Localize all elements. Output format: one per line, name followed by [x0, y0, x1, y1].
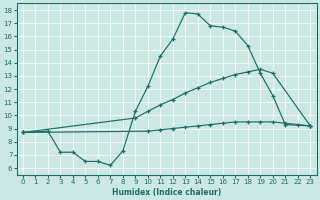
X-axis label: Humidex (Indice chaleur): Humidex (Indice chaleur)	[112, 188, 221, 197]
